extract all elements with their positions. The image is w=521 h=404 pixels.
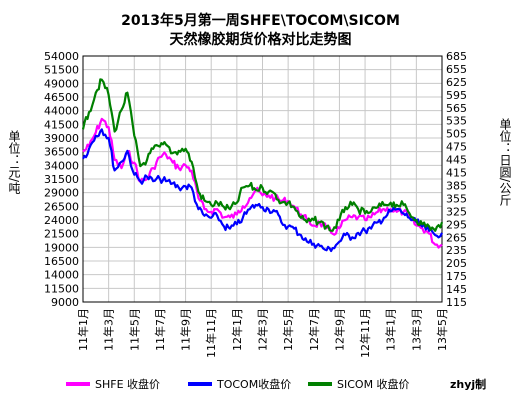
y-tick-label-left: 46500 [44,91,79,104]
x-tick-label: 11年11月 [204,308,218,358]
legend-label-shfe: SHFE 收盘价 [95,378,161,391]
y-tick-label-right: 175 [446,270,467,283]
credit-text: zhyj制 [450,378,487,391]
series-line-TOCOM收盘价 [82,128,443,253]
y-tick-label-right: 355 [446,192,467,205]
y-tick-label-left: 31500 [44,173,79,186]
y-tick-label-left: 36500 [44,146,79,159]
y-tick-label-right: 475 [446,141,467,154]
tick-layer: 9000115001400016500190002150024000265002… [44,50,467,358]
y-tick-label-right: 115 [446,296,467,309]
chart-title-line-1: 2013年5月第一周SHFE\TOCOM\SICOM [121,13,400,29]
y-tick-label-left: 39000 [44,132,79,145]
y-tick-label-right: 295 [446,218,467,231]
y-tick-label-left: 24000 [44,214,79,227]
y-tick-label-right: 625 [446,76,467,89]
x-tick-label: 13年1月 [384,308,398,351]
y-tick-label-right: 655 [446,63,467,76]
y-tick-label-left: 11500 [44,282,79,295]
y-tick-label-right: 145 [446,283,467,296]
y-tick-label-left: 9000 [51,296,79,309]
x-tick-label: 13年5月 [435,308,449,351]
x-tick-label: 11年3月 [102,308,116,351]
y-tick-label-left: 16500 [44,255,79,268]
y-tick-label-right: 595 [446,89,467,102]
x-tick-label: 11年7月 [153,308,167,351]
legend-item-sicom: SICOM 收盘价 [308,376,410,392]
y-tick-label-right: 205 [446,257,467,270]
y-tick-label-right: 565 [446,102,467,115]
legend-swatch-tocom [188,382,212,386]
y-tick-label-left: 21500 [44,228,79,241]
y-tick-label-left: 26500 [44,200,79,213]
y-axis-left-label: 单位：元/吨 [7,130,21,195]
grid-layer [82,55,443,303]
plot-border [82,55,443,303]
x-tick-label: 11年9月 [179,308,193,351]
x-tick-label: 12年7月 [307,308,321,351]
x-tick-label: 12年3月 [256,308,270,351]
y-tick-label-right: 535 [446,115,467,128]
x-tick-label: 13年3月 [409,308,423,351]
y-tick-label-right: 385 [446,179,467,192]
y-tick-label-left: 19000 [44,241,79,254]
axis-layer [82,55,443,303]
y-tick-label-right: 325 [446,205,467,218]
y-tick-label-left: 51500 [44,64,79,77]
x-tick-label: 12年9月 [332,308,346,351]
y-tick-label-left: 49000 [44,77,79,90]
y-tick-label-left: 14000 [44,269,79,282]
y-tick-label-right: 505 [446,128,467,141]
x-tick-label: 11年5月 [127,308,141,351]
y-tick-label-left: 41500 [44,118,79,131]
legend-label-tocom: TOCOM收盘价 [217,378,292,391]
y-tick-label-left: 34000 [44,159,79,172]
y-tick-label-right: 445 [446,154,467,167]
series-line-SICOM 收盘价 [81,78,444,232]
legend-item-tocom: TOCOM收盘价 [188,376,291,392]
legend-label-sicom: SICOM 收盘价 [337,378,410,391]
series-line-SHFE 收盘价 [82,117,443,249]
x-tick-label: 12年11月 [358,308,372,358]
y-tick-label-right: 265 [446,231,467,244]
y-tick-label-right: 685 [446,50,467,63]
y-tick-label-right: 235 [446,244,467,257]
chart-title-line-2: 天然橡胶期货价格对比走势图 [169,32,352,48]
x-tick-label: 12年1月 [230,308,244,351]
x-tick-label: 11年1月 [76,308,90,351]
legend-swatch-shfe [66,382,90,386]
legend-item-shfe: SHFE 收盘价 [66,376,160,392]
x-tick-label: 12年5月 [281,308,295,351]
series-layer [81,78,444,253]
y-tick-label-left: 54000 [44,50,79,63]
y-tick-label-right: 415 [446,167,467,180]
y-tick-label-left: 44000 [44,105,79,118]
y-tick-label-left: 29000 [44,187,79,200]
y-axis-right-label: 单位：日圆/公斤 [498,118,512,207]
legend-swatch-sicom [308,382,332,386]
